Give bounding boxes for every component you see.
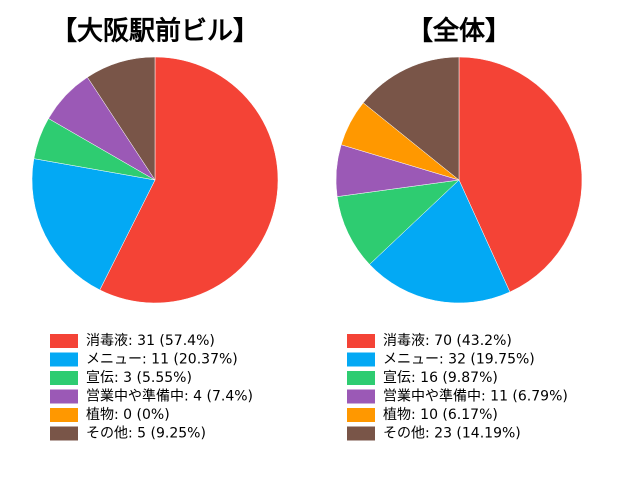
legend-swatch bbox=[347, 408, 375, 422]
legend-swatch bbox=[50, 334, 78, 348]
legend-swatch bbox=[347, 426, 375, 441]
legend-swatch bbox=[50, 371, 78, 385]
legend-swatch bbox=[347, 352, 375, 367]
legend-swatch bbox=[347, 371, 375, 385]
legend-label: 営業中や準備中: 4 (7.4%) bbox=[86, 389, 253, 405]
legend-label: 植物: 0 (0%) bbox=[86, 407, 170, 423]
legend-swatch bbox=[347, 334, 375, 348]
pie-slice bbox=[458, 56, 583, 293]
legend-swatch bbox=[347, 389, 375, 404]
chart-title: 【大阪駅前ビル】 bbox=[51, 16, 259, 47]
pie-slice bbox=[87, 56, 156, 181]
legend-label: 植物: 10 (6.17%) bbox=[383, 407, 498, 423]
legend-label: 宣伝: 3 (5.55%) bbox=[86, 370, 192, 386]
legend-label: 宣伝: 16 (9.87%) bbox=[383, 370, 498, 386]
legend-label: 消毒液: 70 (43.2%) bbox=[383, 333, 512, 349]
legend-label: その他: 23 (14.19%) bbox=[383, 426, 521, 442]
legend-label: その他: 5 (9.25%) bbox=[86, 426, 206, 442]
legend-label: メニュー: 11 (20.37%) bbox=[86, 352, 238, 368]
pie-slice bbox=[362, 56, 460, 181]
legend-swatch bbox=[50, 352, 78, 367]
legend-label: 営業中や準備中: 11 (6.79%) bbox=[383, 389, 568, 405]
legend-swatch bbox=[50, 426, 78, 441]
legend-label: 消毒液: 31 (57.4%) bbox=[86, 333, 215, 349]
legend-swatch bbox=[50, 408, 78, 422]
legend-swatch bbox=[50, 389, 78, 404]
chart-title: 【全体】 bbox=[407, 16, 511, 47]
pie-slice bbox=[31, 158, 156, 291]
pie-slice bbox=[99, 56, 279, 304]
pie-slice bbox=[369, 179, 511, 304]
legend-label: メニュー: 32 (19.75%) bbox=[383, 352, 535, 368]
pie-slice bbox=[336, 179, 460, 265]
